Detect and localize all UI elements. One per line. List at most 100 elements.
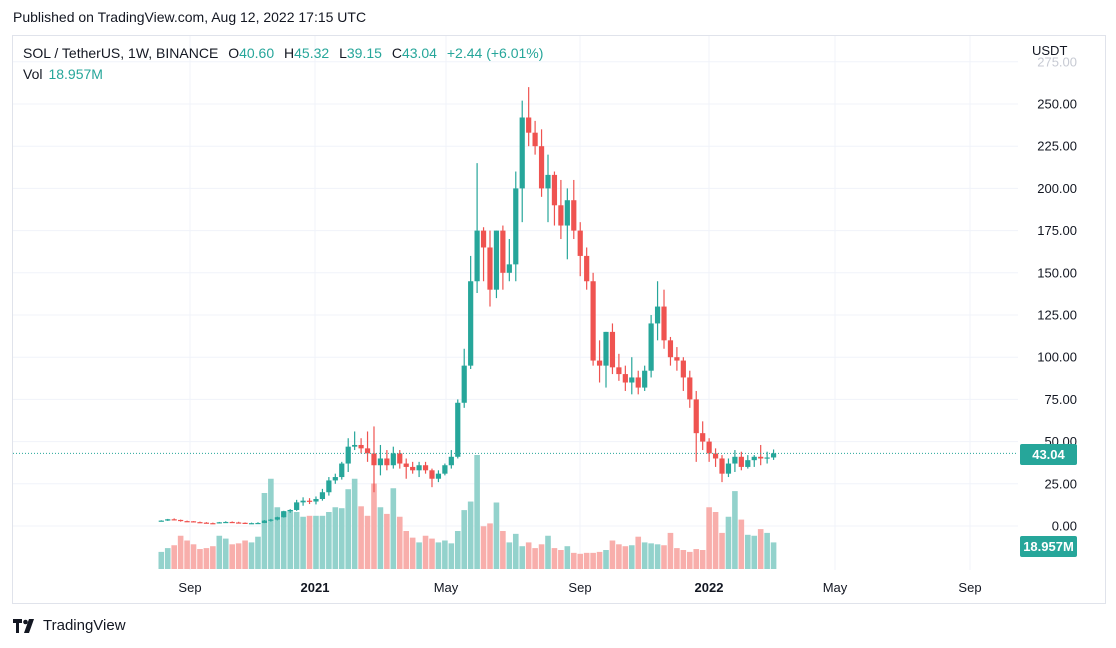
candle-body: [197, 522, 203, 524]
volume-bar: [532, 548, 538, 569]
volume-bar: [242, 540, 248, 569]
candle-body: [352, 444, 358, 447]
candle-body: [506, 264, 512, 273]
chart-frame[interactable]: [12, 35, 1106, 604]
volume-bar: [409, 537, 416, 569]
candle-body: [551, 174, 558, 206]
candle-body: [184, 521, 190, 523]
candle-body: [268, 519, 274, 521]
volume-bar: [732, 491, 738, 569]
volume-bar: [706, 507, 712, 569]
x-tick-label: 2021: [301, 580, 330, 595]
volume-bar: [635, 536, 642, 569]
published-header: Published on TradingView.com, Aug 12, 20…: [13, 9, 367, 25]
legend-vol-label[interactable]: Vol: [23, 66, 43, 82]
candle-body: [719, 458, 725, 474]
candle-body: [532, 132, 538, 147]
candle-body: [564, 200, 570, 226]
volume-bar: [693, 549, 700, 569]
candle-body: [526, 117, 532, 133]
x-tick-label: Sep: [568, 580, 591, 595]
candle-body: [306, 500, 313, 502]
candle-body: [751, 456, 757, 461]
volume-bar: [603, 550, 609, 569]
candle-body: [397, 453, 403, 464]
legend-low-label: L: [339, 45, 347, 61]
volume-bar: [751, 535, 758, 569]
candle-body: [178, 519, 184, 522]
x-tick-label: Sep: [178, 580, 201, 595]
price-unit-label[interactable]: USDT: [1032, 43, 1068, 58]
candle-body: [577, 230, 583, 256]
volume-bar: [293, 512, 300, 569]
candle-body: [313, 498, 319, 502]
candle-body: [223, 521, 229, 524]
volume-bar: [616, 544, 622, 569]
volume-bar: [686, 551, 693, 569]
candle-body: [216, 522, 222, 524]
volume-bar: [377, 507, 384, 569]
y-tick-label: 175.00: [1037, 223, 1077, 238]
volume-bar: [493, 502, 500, 569]
candle-body: [700, 433, 706, 442]
candle-body: [674, 357, 680, 361]
tradingview-logo-icon: [13, 618, 34, 633]
legend-close-value: 43.04: [401, 45, 437, 61]
volume-bar: [448, 543, 455, 569]
volume-bar: [313, 515, 319, 569]
volume-bar: [648, 543, 654, 569]
volume-bar: [442, 540, 448, 569]
candle-body: [706, 441, 712, 454]
volume-bar: [577, 553, 584, 569]
candle-body: [732, 456, 738, 464]
candle-body: [558, 205, 564, 226]
footer-brand[interactable]: TradingView: [13, 617, 126, 634]
time-axis-labels[interactable]: Sep 2021 May Sep 2022 May Sep: [178, 580, 981, 595]
volume-bar: [474, 455, 480, 569]
volume-bar: [712, 512, 719, 569]
candle-body: [680, 360, 686, 378]
candle-body: [410, 466, 416, 471]
legend-symbol[interactable]: SOL / TetherUS, 1W, BINANCE: [23, 45, 219, 61]
candle-body: [596, 360, 603, 366]
volume-bar: [255, 536, 261, 569]
candle-body: [654, 306, 661, 324]
volume-bar: [300, 516, 306, 569]
price-axis-labels[interactable]: 275.00 250.00 225.00 200.00 175.00 150.00 125.…: [1037, 54, 1077, 533]
candle-body: [661, 306, 667, 341]
volume-bar: [268, 478, 274, 569]
y-tick-label: 275.00: [1037, 54, 1077, 69]
candle-body: [429, 470, 435, 479]
candle-body: [377, 458, 384, 466]
volume-bar: [674, 548, 680, 569]
candle-body: [435, 473, 442, 479]
candle-body: [158, 520, 164, 522]
legend-high-value: 45.32: [294, 45, 330, 61]
candle-body: [371, 453, 377, 466]
candle-body: [364, 448, 371, 454]
candle-body: [442, 465, 448, 474]
volume-bar: [770, 542, 777, 569]
candle-body: [635, 377, 641, 388]
volume-bar: [222, 538, 229, 569]
volume-bar: [216, 535, 223, 569]
volume-bar: [177, 535, 184, 569]
volume-bar: [274, 507, 281, 569]
candle-body: [474, 230, 480, 282]
x-tick-label: May: [823, 580, 848, 595]
volume-bar: [429, 538, 435, 569]
candle-body: [538, 146, 545, 189]
candle-body: [236, 522, 242, 524]
candle-body: [764, 457, 770, 459]
volume-bar: [229, 544, 235, 569]
volume-bars: [158, 455, 777, 569]
volume-bar: [280, 512, 287, 569]
candle-body: [712, 453, 719, 459]
volume-bar: [287, 510, 293, 569]
volume-bar: [416, 542, 422, 569]
volume-bar: [609, 540, 616, 569]
candle-body: [281, 511, 287, 518]
y-tick-label: 25.00: [1044, 476, 1077, 491]
volume-bar: [338, 508, 345, 569]
